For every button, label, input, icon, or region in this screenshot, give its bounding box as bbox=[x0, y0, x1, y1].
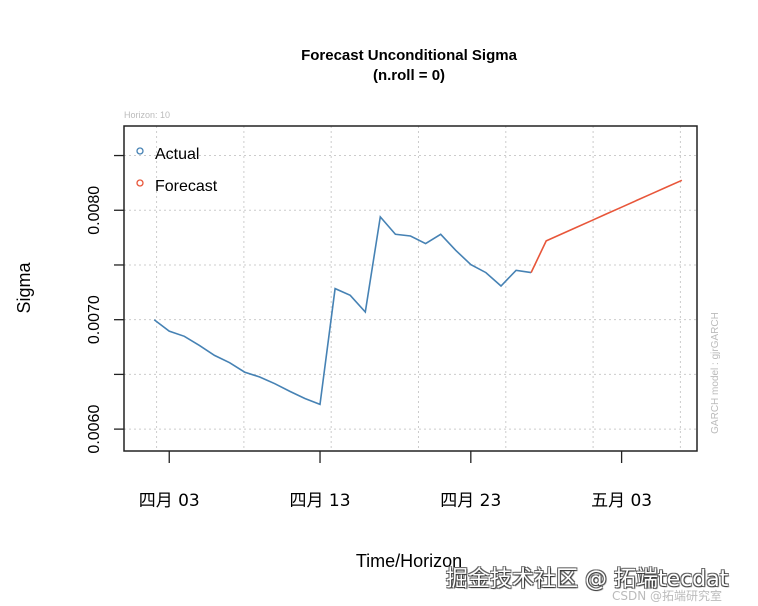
series-line-actual bbox=[153, 215, 532, 406]
x-tick-label: 四月 03 bbox=[139, 491, 200, 511]
y-axis: 0.0060 0.0070 0.0080 bbox=[86, 154, 124, 454]
x-tick-label: 四月 13 bbox=[290, 491, 351, 511]
legend: Actual Forecast bbox=[136, 146, 218, 195]
x-axis-label: Time/Horizon bbox=[356, 551, 462, 571]
watermark: 掘金技术社区 @ 拓端tecdat bbox=[446, 567, 729, 592]
watermark-sub: CSDN @拓端研究室 bbox=[612, 589, 723, 603]
legend-marker-actual bbox=[136, 147, 144, 155]
horizon-note: Horizon: 10 bbox=[124, 110, 170, 120]
grid-lines bbox=[124, 126, 697, 451]
legend-label-actual: Actual bbox=[155, 146, 199, 163]
legend-marker-forecast bbox=[136, 179, 144, 187]
y-tick-label: 0.0060 bbox=[86, 405, 103, 454]
chart-title: Forecast Unconditional Sigma bbox=[301, 47, 518, 64]
x-tick-label: 四月 23 bbox=[440, 491, 501, 511]
chart-subtitle: (n.roll = 0) bbox=[373, 67, 445, 84]
y-tick-label: 0.0070 bbox=[86, 295, 103, 344]
x-axis: 四月 03 四月 13 四月 23 五月 03 bbox=[139, 451, 652, 511]
y-tick-label: 0.0080 bbox=[86, 186, 103, 235]
series-line-forecast bbox=[530, 179, 683, 273]
plot-frame bbox=[123, 125, 698, 452]
legend-label-forecast: Forecast bbox=[155, 178, 218, 195]
x-tick-label: 五月 03 bbox=[591, 491, 652, 511]
model-note: GARCH model : gjrGARCH bbox=[710, 312, 721, 434]
y-axis-label: Sigma bbox=[14, 262, 34, 314]
series-lines bbox=[153, 179, 683, 406]
